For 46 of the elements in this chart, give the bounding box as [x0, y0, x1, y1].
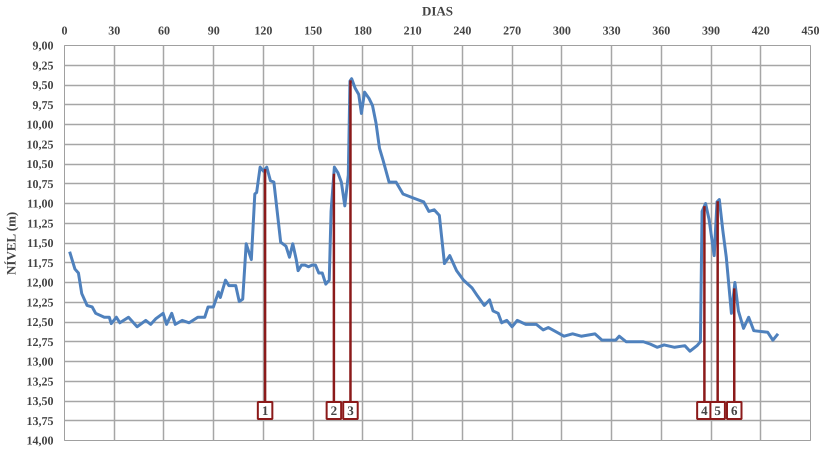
y-tick-label: 13,25	[26, 374, 54, 388]
annotation: 5	[714, 402, 722, 418]
y-tick-label: 9,75	[32, 98, 54, 112]
x-tick-label: 330	[602, 24, 621, 38]
y-tick-label: 13,50	[26, 394, 54, 408]
y-tick-label: 13,75	[26, 414, 54, 428]
annotation: 1	[262, 402, 268, 418]
x-tick-label: 240	[453, 24, 472, 38]
y-tick-label: 9,50	[32, 78, 54, 92]
x-tick-label: 210	[404, 24, 422, 38]
x-axis-title: DIAS	[422, 4, 454, 18]
x-tick-label: 390	[702, 24, 720, 38]
y-tick-label: 9,00	[32, 38, 54, 52]
x-tick-label: 60	[158, 24, 170, 38]
x-tick-label: 30	[108, 24, 120, 38]
y-tick-label: 12,75	[26, 334, 54, 349]
x-tick-label: 450	[802, 24, 820, 38]
y-tick-label: 10,75	[26, 176, 54, 191]
y-tick-label: 10,25	[26, 137, 54, 152]
x-tick-label: 90	[208, 24, 220, 38]
x-tick-label: 300	[552, 24, 571, 38]
x-tick-label: 360	[652, 24, 670, 38]
line-series	[68, 77, 780, 353]
x-tick-label: 180	[354, 24, 372, 38]
y-tick-label: 10,00	[26, 118, 54, 132]
x-tick-label: 150	[304, 24, 322, 38]
x-tick-label: 420	[752, 24, 770, 38]
y-tick-label: 12,50	[26, 315, 54, 329]
y-tick-label: 14,00	[26, 434, 54, 448]
y-tick-label: 11,00	[27, 196, 54, 210]
annotation: 6	[730, 402, 738, 418]
y-tick-label: 13,00	[26, 354, 54, 368]
y-tick-label: 12,25	[26, 295, 54, 310]
y-tick-label: 11,25	[27, 216, 54, 230]
x-tick-label: 0	[62, 24, 68, 38]
annotation: 2	[330, 402, 338, 418]
y-tick-label: 11,75	[27, 256, 54, 270]
x-tick-label: 120	[254, 24, 272, 38]
y-tick-label: 11,50	[27, 236, 54, 250]
y-tick-label: 10,50	[26, 157, 54, 171]
y-tick-label: 9,25	[32, 58, 54, 72]
annotation: 3	[347, 402, 354, 418]
y-tick-label: 12,00	[26, 276, 54, 290]
x-tick-label: 270	[503, 24, 522, 38]
y-axis-title: NÍVEL (m)	[4, 212, 18, 275]
annotation: 4	[701, 402, 708, 418]
